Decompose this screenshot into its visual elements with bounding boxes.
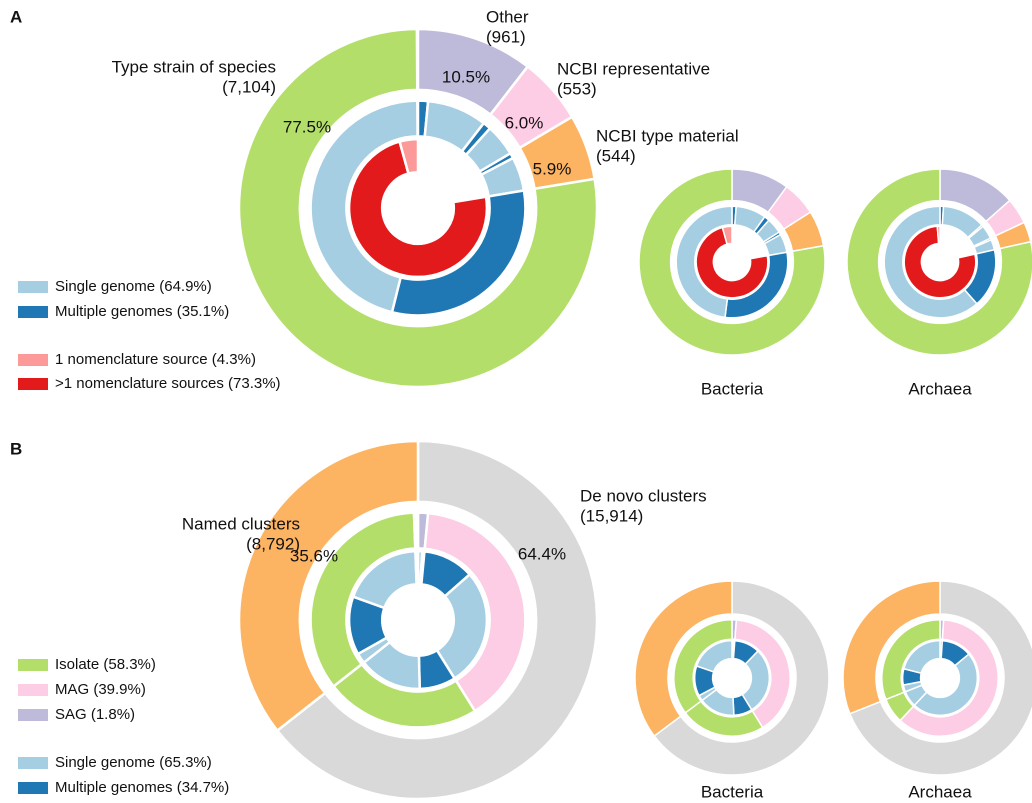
- legend-label: SAG (1.8%): [55, 706, 135, 723]
- inner-segment: [903, 225, 977, 299]
- legend-swatch: [18, 378, 48, 390]
- outer-segment: [638, 168, 826, 356]
- legend-swatch: [18, 757, 48, 769]
- percent-label: 64.4%: [518, 544, 566, 563]
- panel-letter: B: [10, 439, 22, 458]
- outer-segment: [634, 580, 733, 738]
- outer-segment: [275, 439, 599, 801]
- inner-segment: [721, 225, 733, 245]
- percent-label: 6.0%: [505, 113, 544, 132]
- count-label: (7,104): [222, 77, 276, 96]
- count-label: (961): [486, 27, 526, 46]
- legend-swatch: [18, 709, 48, 721]
- middle-segment: [423, 511, 527, 713]
- middle-segment: [309, 511, 417, 689]
- chart-title: Archaea: [908, 379, 972, 398]
- percent-label: 35.6%: [290, 546, 338, 565]
- chart-title: Bacteria: [701, 379, 764, 398]
- outer-segment: [848, 580, 1032, 776]
- outer-segment: [842, 580, 941, 715]
- category-label: Other: [486, 7, 529, 26]
- count-label: (553): [557, 79, 597, 98]
- count-label: (544): [596, 146, 636, 165]
- inner-segment: [913, 653, 979, 717]
- middle-segment: [673, 619, 733, 714]
- legend-swatch: [18, 684, 48, 696]
- chart-title: Archaea: [908, 782, 972, 801]
- inner-segment: [902, 639, 941, 675]
- category-label: Type strain of species: [112, 57, 276, 76]
- percent-label: 10.5%: [442, 67, 490, 86]
- category-label: De novo clusters: [580, 486, 707, 505]
- legend-label: Multiple genomes (35.1%): [55, 303, 229, 320]
- panel-letter: A: [10, 7, 22, 26]
- legend-swatch: [18, 659, 48, 671]
- outer-segment: [237, 27, 599, 389]
- inner-segment: [435, 572, 489, 681]
- category-label: Named clusters: [182, 514, 300, 533]
- middle-segment: [309, 99, 419, 314]
- middle-segment: [414, 511, 420, 550]
- inner-segment: [936, 225, 941, 245]
- outer-segment: [846, 168, 1032, 356]
- legend-swatch: [18, 281, 48, 293]
- legend-label: Single genome (64.9%): [55, 278, 212, 295]
- legend-label: Isolate (58.3%): [55, 656, 156, 673]
- inner-segment: [695, 639, 733, 673]
- outer-segment: [237, 439, 420, 733]
- count-label: (15,914): [580, 506, 643, 525]
- legend-swatch: [18, 354, 48, 366]
- legend-label: Single genome (65.3%): [55, 754, 212, 771]
- legend-swatch: [18, 782, 48, 794]
- middle-segment: [899, 619, 999, 737]
- legend-label: Multiple genomes (34.7%): [55, 779, 229, 796]
- percent-label: 5.9%: [533, 159, 572, 178]
- middle-segment: [883, 205, 978, 319]
- legend-label: >1 nomenclature sources (73.3%): [55, 375, 281, 392]
- legend-swatch: [18, 306, 48, 318]
- middle-segment: [881, 619, 941, 701]
- count-label: (8,792): [246, 534, 300, 553]
- inner-segment: [347, 140, 489, 279]
- category-label: NCBI type material: [596, 126, 739, 145]
- middle-segment: [734, 619, 791, 729]
- legend-label: MAG (39.9%): [55, 681, 146, 698]
- outer-segment: [653, 580, 830, 776]
- inner-segment: [415, 549, 420, 586]
- percent-label: 77.5%: [283, 117, 331, 136]
- category-label: NCBI representative: [557, 59, 710, 78]
- inner-segment: [398, 137, 420, 176]
- middle-segment: [675, 205, 733, 319]
- chart-title: Bacteria: [701, 782, 764, 801]
- legend-label: 1 nomenclature source (4.3%): [55, 351, 256, 368]
- inner-segment: [695, 226, 769, 299]
